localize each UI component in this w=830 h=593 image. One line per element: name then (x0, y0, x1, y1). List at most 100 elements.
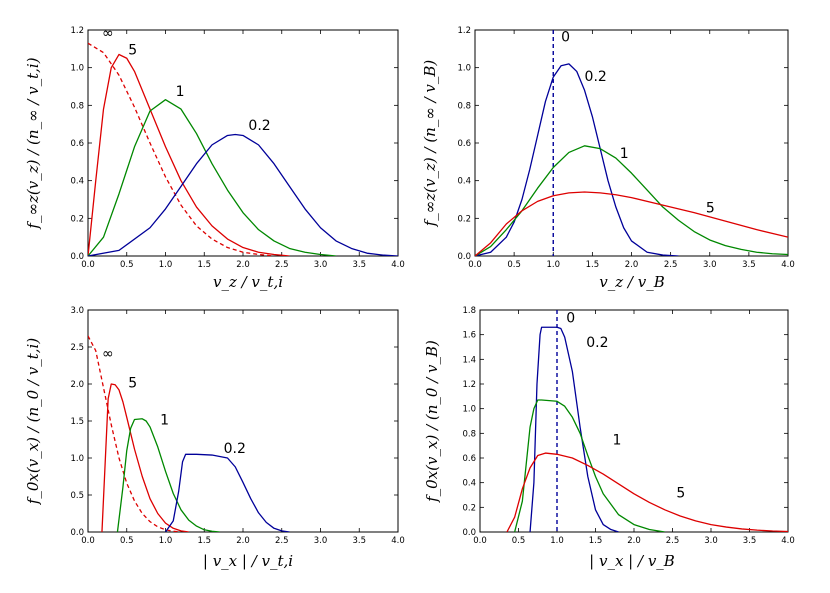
series-line-1 (116, 418, 220, 532)
plot-frame (479, 309, 789, 533)
y-axis-label: f_0x(v_x) / (n_0 / v_B) (423, 340, 441, 503)
curve-label: 5 (128, 376, 137, 392)
y-axis-label: f_∞z(v_z) / (n_∞ / v_B) (421, 60, 439, 228)
panel-bottom-left: 0.0 0.5 1.0 1.5 2.0 2.5 3.0 3.5 4.0 0.0 0.5 1.0 1.5 2… (24, 306, 405, 570)
y-tick-label: 1.6 (462, 331, 476, 341)
x-tick-label: 1.5 (197, 536, 211, 546)
x-tick-label: 0.5 (120, 536, 134, 546)
series-line-1 (514, 399, 665, 532)
y-axis-label: f_0x(v_x) / (n_0 / v_t,i) (24, 338, 42, 505)
y-tick-label: 0.2 (462, 503, 476, 513)
y-tick-label: 3.0 (70, 306, 84, 316)
curve-label: 1 (620, 146, 629, 162)
x-tick-label: 3.5 (743, 536, 757, 546)
y-tick-label: 0.0 (70, 528, 84, 538)
y-tick-label: 2.5 (70, 343, 84, 353)
curve-label: 0.2 (585, 69, 607, 85)
x-axis-label: v_z / v_B (599, 273, 664, 291)
curve-label: ∞ (102, 346, 114, 362)
curve-label: 1 (160, 413, 169, 429)
y-tick-label: 0.0 (462, 528, 476, 538)
x-tick-label: 1.5 (589, 536, 603, 546)
curve-label: 0 (566, 310, 575, 326)
y-tick-label: 0.4 (457, 177, 471, 187)
y-axis-label: f_∞z(v_z) / (n_∞ / v_t,i) (24, 57, 42, 229)
y-tick-label: 0.6 (462, 454, 476, 464)
y-tick-label: 0.4 (462, 479, 476, 489)
y-tick-label: 0.8 (457, 101, 471, 111)
x-axis-label: | v_x | / v_B (589, 552, 675, 570)
x-tick-label: 2.5 (664, 260, 678, 270)
y-tick-label: 1.2 (70, 26, 84, 36)
x-tick-label: 3.0 (314, 260, 328, 270)
x-tick-label: 2.5 (275, 260, 289, 270)
y-tick-label: 0.0 (70, 252, 84, 262)
series-line-0.2 (164, 453, 290, 532)
x-tick-label: 1.5 (197, 260, 211, 270)
x-tick-label: 0.5 (507, 260, 521, 270)
y-tick-label: 1.0 (462, 405, 476, 415)
plot-frame (87, 29, 399, 257)
y-tick-label: 1.0 (70, 454, 84, 464)
x-tick-label: 3.0 (704, 536, 718, 546)
series-line-5 (88, 53, 290, 256)
y-tick-label: 0.5 (70, 491, 84, 501)
curve-label: 1 (176, 84, 185, 100)
x-tick-label: 4.0 (391, 536, 405, 546)
x-tick-label: 3.5 (352, 260, 366, 270)
y-tick-label: 0.2 (70, 214, 84, 224)
x-axis-label: v_z / v_t,i (213, 273, 283, 291)
plot-frame (474, 29, 789, 257)
curve-label: 0.2 (224, 441, 246, 457)
x-tick-label: 2.0 (625, 260, 639, 270)
y-tick-label: 1.0 (70, 64, 84, 74)
x-tick-label: 3.5 (352, 536, 366, 546)
y-tick-label: 1.5 (70, 417, 84, 427)
x-tick-label: 0.0 (468, 260, 482, 270)
x-tick-label: 4.0 (781, 260, 795, 270)
y-tick-label: 0.2 (457, 214, 471, 224)
y-tick-label: 0.6 (457, 139, 471, 149)
y-tick-label: 1.2 (457, 26, 471, 36)
series-line-0.2 (88, 133, 398, 256)
curve-label: ∞ (102, 26, 114, 42)
x-tick-label: 3.0 (703, 260, 717, 270)
series-line-1 (475, 145, 788, 256)
series-line-0.2 (475, 63, 679, 256)
x-tick-label: 0.0 (473, 536, 487, 546)
x-tick-label: 4.0 (391, 260, 405, 270)
x-tick-label: 1.0 (546, 260, 560, 270)
x-tick-label: 0.5 (120, 260, 134, 270)
y-tick-label: 0.4 (70, 177, 84, 187)
y-tick-label: 1.4 (462, 355, 476, 365)
panel-top-left: 0.0 0.5 1.0 1.5 2.0 2.5 3.0 3.5 4.0 0.0 0.2 0.4 0.6 0… (24, 26, 405, 291)
series-line-0.2 (529, 326, 619, 532)
y-tick-label: 0.8 (70, 101, 84, 111)
x-tick-label: 1.0 (550, 536, 564, 546)
series-line-∞ (88, 335, 182, 532)
y-tick-label: 1.2 (462, 380, 476, 390)
y-tick-label: 0.8 (462, 429, 476, 439)
x-tick-label: 2.0 (236, 536, 250, 546)
x-tick-label: 1.0 (159, 536, 173, 546)
curve-label: 1 (612, 432, 621, 448)
x-tick-label: 2.0 (236, 260, 250, 270)
x-tick-label: 0.0 (81, 260, 95, 270)
series-line-5 (475, 191, 788, 256)
curve-label: 5 (676, 485, 685, 501)
curve-label: 0 (561, 29, 570, 45)
x-tick-label: 3.5 (742, 260, 756, 270)
series-line-∞ (88, 42, 275, 256)
series-line-1 (88, 99, 337, 256)
x-axis-label: | v_x | / v_t,i (203, 552, 293, 570)
x-tick-label: 1.5 (586, 260, 600, 270)
y-tick-label: 0.0 (457, 252, 471, 262)
x-tick-label: 1.0 (159, 260, 173, 270)
curve-label: 0.2 (248, 118, 270, 134)
x-tick-label: 2.5 (666, 536, 680, 546)
y-tick-label: 0.6 (70, 139, 84, 149)
series-line-5 (506, 452, 788, 532)
x-tick-label: 2.0 (627, 536, 641, 546)
x-tick-label: 4.0 (781, 536, 795, 546)
